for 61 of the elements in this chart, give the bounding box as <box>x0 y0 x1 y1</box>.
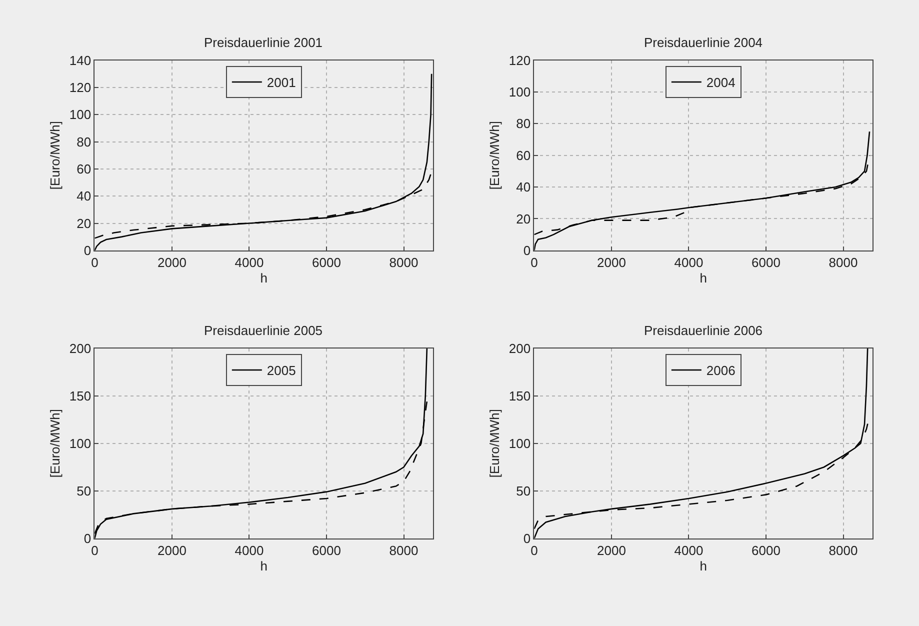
chart-title: Preisdauerlinie 2006 <box>644 323 763 338</box>
y-tick-label: 20 <box>76 216 92 231</box>
chart-title: Preisdauerlinie 2001 <box>204 35 323 50</box>
chart-title: Preisdauerlinie 2005 <box>204 323 323 338</box>
y-axis-title: [Euro/MWh] <box>47 121 62 190</box>
y-tick-label: 100 <box>69 436 92 451</box>
y-tick-label: 50 <box>516 483 531 498</box>
x-axis-title: h <box>700 558 708 574</box>
y-tick-label: 60 <box>516 148 531 163</box>
chart-title: Preisdauerlinie 2004 <box>644 35 763 50</box>
y-tick-label: 140 <box>69 52 92 68</box>
y-tick-label: 0 <box>84 242 92 258</box>
x-tick-label: 2000 <box>597 255 626 270</box>
x-tick-label: 4000 <box>674 255 704 270</box>
y-tick-label: 150 <box>69 388 92 404</box>
x-axis-title: h <box>260 558 268 574</box>
legend-label: 2004 <box>706 75 736 90</box>
y-tick-label: 0 <box>84 530 92 546</box>
y-tick-label: 200 <box>69 340 92 356</box>
y-axis-title: [Euro/MWh] <box>486 409 502 478</box>
line-series <box>534 348 868 538</box>
x-tick-label: 8000 <box>389 255 418 270</box>
y-tick-label: 40 <box>516 180 531 195</box>
y-tick-label: 40 <box>76 188 92 204</box>
x-tick-label: 8000 <box>828 255 858 270</box>
x-tick-label: 6000 <box>752 543 780 558</box>
legend-label: 2001 <box>266 75 296 90</box>
y-axis-title: [Euro/MWh] <box>486 121 502 190</box>
y-tick-label: 60 <box>76 161 92 176</box>
y-axis-title: [Euro/MWh] <box>47 409 62 478</box>
x-tick-label: 4000 <box>674 543 704 558</box>
x-tick-label: 2000 <box>158 543 186 558</box>
y-tick-label: 200 <box>508 340 531 356</box>
x-tick-label: 4000 <box>234 255 264 270</box>
y-tick-label: 20 <box>516 211 531 226</box>
x-tick-label: 2000 <box>158 255 186 270</box>
x-tick-label: 4000 <box>234 543 264 558</box>
x-axis-title: h <box>700 270 708 286</box>
legend-label: 2005 <box>266 363 296 378</box>
y-tick-label: 120 <box>508 52 531 68</box>
x-tick-label: 8000 <box>389 543 418 558</box>
y-tick-label: 100 <box>508 84 531 100</box>
line-series <box>94 348 428 538</box>
line-series <box>534 130 870 250</box>
y-tick-label: 100 <box>508 436 531 451</box>
x-tick-label: 6000 <box>752 255 780 270</box>
line-series <box>94 73 432 250</box>
y-tick-label: 80 <box>516 116 531 132</box>
x-tick-label: 2000 <box>597 543 626 558</box>
y-tick-label: 80 <box>76 134 92 150</box>
x-tick-label: 8000 <box>828 543 858 558</box>
legend-label: 2006 <box>706 363 736 378</box>
y-tick-label: 0 <box>523 530 531 546</box>
x-axis-title: h <box>260 270 268 286</box>
y-tick-label: 100 <box>69 107 92 122</box>
x-tick-label: 6000 <box>312 543 341 558</box>
y-tick-label: 50 <box>76 483 92 498</box>
y-tick-label: 0 <box>523 242 531 258</box>
y-tick-label: 120 <box>69 80 92 96</box>
y-tick-label: 150 <box>508 388 531 404</box>
x-tick-label: 6000 <box>312 255 341 270</box>
